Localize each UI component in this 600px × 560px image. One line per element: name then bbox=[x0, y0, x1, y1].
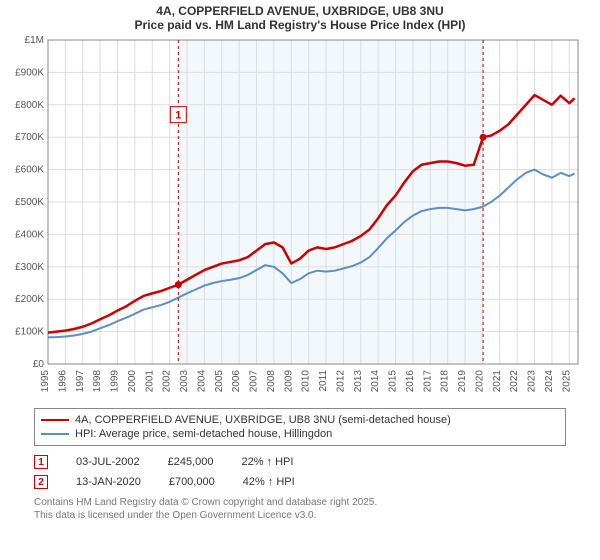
svg-text:2003: 2003 bbox=[179, 370, 190, 393]
sale-row: 1 03-JUL-2002 £245,000 22% ↑ HPI bbox=[34, 452, 566, 472]
svg-text:2007: 2007 bbox=[249, 370, 260, 393]
svg-text:2012: 2012 bbox=[335, 370, 346, 393]
svg-text:2001: 2001 bbox=[144, 370, 155, 393]
sales-table: 1 03-JUL-2002 £245,000 22% ↑ HPI 2 13-JA… bbox=[34, 452, 566, 492]
chart-plot-area: £0 £100K £200K £300K £400K £500K £600K £700K £80… bbox=[4, 34, 584, 404]
sale-price: £245,000 bbox=[168, 456, 214, 468]
svg-text:2017: 2017 bbox=[422, 370, 433, 393]
svg-text:2022: 2022 bbox=[509, 370, 520, 393]
footer-attribution: Contains HM Land Registry data © Crown c… bbox=[34, 496, 566, 522]
svg-text:2020: 2020 bbox=[474, 370, 485, 393]
svg-text:£400K: £400K bbox=[15, 229, 44, 240]
svg-text:2013: 2013 bbox=[353, 370, 364, 393]
svg-text:1: 1 bbox=[175, 110, 181, 122]
svg-text:£700K: £700K bbox=[15, 132, 44, 143]
sale-date: 13-JAN-2020 bbox=[76, 476, 141, 488]
title-line-2: Price paid vs. HM Land Registry's House … bbox=[0, 18, 600, 32]
legend-swatch bbox=[41, 419, 69, 421]
title-line-1: 4A, COPPERFIELD AVENUE, UXBRIDGE, UB8 3N… bbox=[0, 4, 600, 18]
sale-marker-icon: 1 bbox=[34, 455, 48, 469]
sale-marker-icon: 2 bbox=[34, 475, 48, 489]
svg-text:2006: 2006 bbox=[231, 370, 242, 393]
legend-label: 4A, COPPERFIELD AVENUE, UXBRIDGE, UB8 3N… bbox=[75, 414, 451, 426]
svg-text:2016: 2016 bbox=[405, 370, 416, 393]
legend: 4A, COPPERFIELD AVENUE, UXBRIDGE, UB8 3N… bbox=[34, 408, 566, 446]
svg-text:2008: 2008 bbox=[266, 370, 277, 393]
svg-text:2021: 2021 bbox=[492, 370, 503, 393]
svg-text:1999: 1999 bbox=[110, 370, 121, 393]
svg-text:2005: 2005 bbox=[214, 370, 225, 393]
svg-text:£300K: £300K bbox=[15, 262, 44, 273]
svg-text:2018: 2018 bbox=[440, 370, 451, 393]
chart-svg: £0 £100K £200K £300K £400K £500K £600K £700K £80… bbox=[4, 34, 584, 404]
sale-row: 2 13-JAN-2020 £700,000 42% ↑ HPI bbox=[34, 472, 566, 492]
svg-text:£200K: £200K bbox=[15, 294, 44, 305]
svg-text:2011: 2011 bbox=[318, 370, 329, 392]
svg-text:£1M: £1M bbox=[25, 35, 44, 46]
svg-text:2014: 2014 bbox=[370, 370, 381, 393]
sale-date: 03-JUL-2002 bbox=[76, 456, 140, 468]
svg-text:2010: 2010 bbox=[301, 370, 312, 393]
legend-label: HPI: Average price, semi-detached house,… bbox=[75, 428, 332, 440]
svg-text:2023: 2023 bbox=[527, 370, 538, 393]
svg-text:2025: 2025 bbox=[561, 370, 572, 393]
svg-text:2019: 2019 bbox=[457, 370, 468, 393]
sale-price: £700,000 bbox=[169, 476, 215, 488]
svg-text:£600K: £600K bbox=[15, 165, 44, 176]
svg-text:2002: 2002 bbox=[162, 370, 173, 393]
sale-delta: 22% ↑ HPI bbox=[241, 456, 293, 468]
legend-swatch bbox=[41, 433, 69, 435]
svg-text:2004: 2004 bbox=[196, 370, 207, 393]
svg-text:2015: 2015 bbox=[388, 370, 399, 393]
svg-text:£800K: £800K bbox=[15, 100, 44, 111]
svg-text:£500K: £500K bbox=[15, 197, 44, 208]
svg-text:£0: £0 bbox=[33, 359, 45, 370]
sale-delta: 42% ↑ HPI bbox=[243, 476, 295, 488]
svg-text:£900K: £900K bbox=[15, 67, 44, 78]
chart-container: { "title": { "line1": "4A, COPPERFIELD A… bbox=[0, 0, 600, 560]
footer-line-1: Contains HM Land Registry data © Crown c… bbox=[34, 496, 566, 509]
footer-line-2: This data is licensed under the Open Gov… bbox=[34, 509, 566, 522]
legend-item: HPI: Average price, semi-detached house,… bbox=[41, 427, 559, 441]
svg-text:1996: 1996 bbox=[57, 370, 68, 393]
svg-text:2000: 2000 bbox=[127, 370, 138, 393]
svg-text:£100K: £100K bbox=[15, 327, 44, 338]
svg-text:1997: 1997 bbox=[75, 370, 86, 393]
legend-item: 4A, COPPERFIELD AVENUE, UXBRIDGE, UB8 3N… bbox=[41, 413, 559, 427]
svg-text:1995: 1995 bbox=[40, 370, 51, 393]
svg-text:1998: 1998 bbox=[92, 370, 103, 393]
svg-text:2024: 2024 bbox=[544, 370, 555, 393]
chart-title: 4A, COPPERFIELD AVENUE, UXBRIDGE, UB8 3N… bbox=[0, 0, 600, 34]
svg-text:2009: 2009 bbox=[283, 370, 294, 393]
